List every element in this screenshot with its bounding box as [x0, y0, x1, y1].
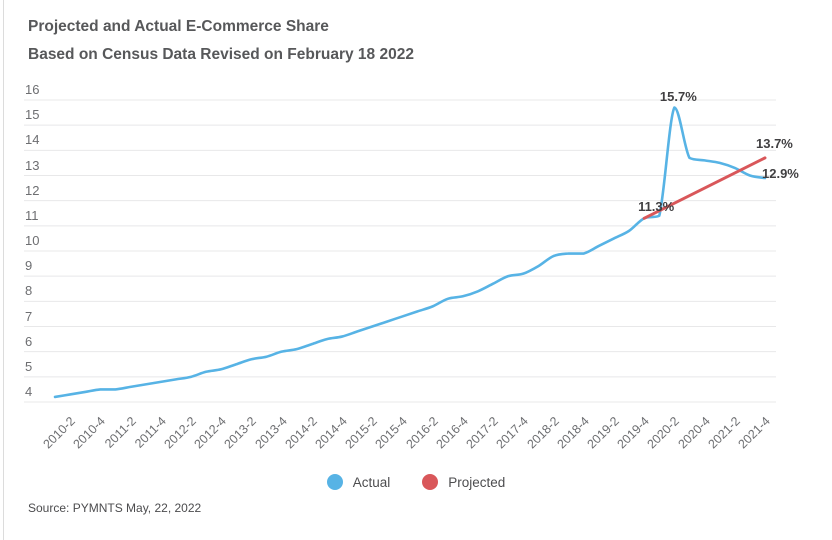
legend-item-projected: Projected: [422, 474, 505, 490]
legend-label-actual: Actual: [352, 474, 391, 490]
data-label-annotation: 13.7%: [756, 135, 793, 151]
chart-legend: Actual Projected: [0, 474, 832, 490]
y-axis-label: 13: [25, 157, 40, 173]
data-label-annotation: 12.9%: [762, 166, 799, 182]
y-axis-label: 11: [25, 207, 39, 223]
y-axis-label: 9: [25, 258, 33, 274]
chart-title-block: Projected and Actual E-Commerce Share Ba…: [28, 13, 414, 69]
y-axis-label: 6: [25, 333, 33, 349]
page-edge-divider: [3, 0, 4, 540]
legend-label-projected: Projected: [448, 474, 506, 490]
source-note: Source: PYMNTS May, 22, 2022: [28, 501, 202, 515]
y-axis-label: 16: [25, 82, 40, 97]
legend-item-actual: Actual: [326, 474, 391, 490]
projected-series-dot-icon: [422, 474, 439, 490]
y-axis-label: 5: [25, 358, 33, 374]
y-axis-label: 15: [25, 107, 40, 123]
y-axis-label: 14: [25, 132, 40, 148]
data-label-annotation: 11.3%: [638, 199, 675, 215]
y-axis-label: 8: [25, 283, 33, 299]
y-axis-label: 12: [25, 182, 40, 198]
y-axis-label: 10: [25, 233, 40, 248]
y-axis-label: 4: [25, 384, 33, 399]
chart-title: Projected and Actual E-Commerce Share: [28, 18, 329, 35]
y-axis-label: 7: [25, 308, 33, 324]
actual-line: [53, 106, 767, 399]
data-label-annotation: 15.7%: [659, 88, 697, 104]
chart-subtitle: Based on Census Data Revised on February…: [28, 46, 414, 63]
projected-line: [642, 156, 767, 220]
actual-series-dot-icon: [326, 474, 343, 490]
